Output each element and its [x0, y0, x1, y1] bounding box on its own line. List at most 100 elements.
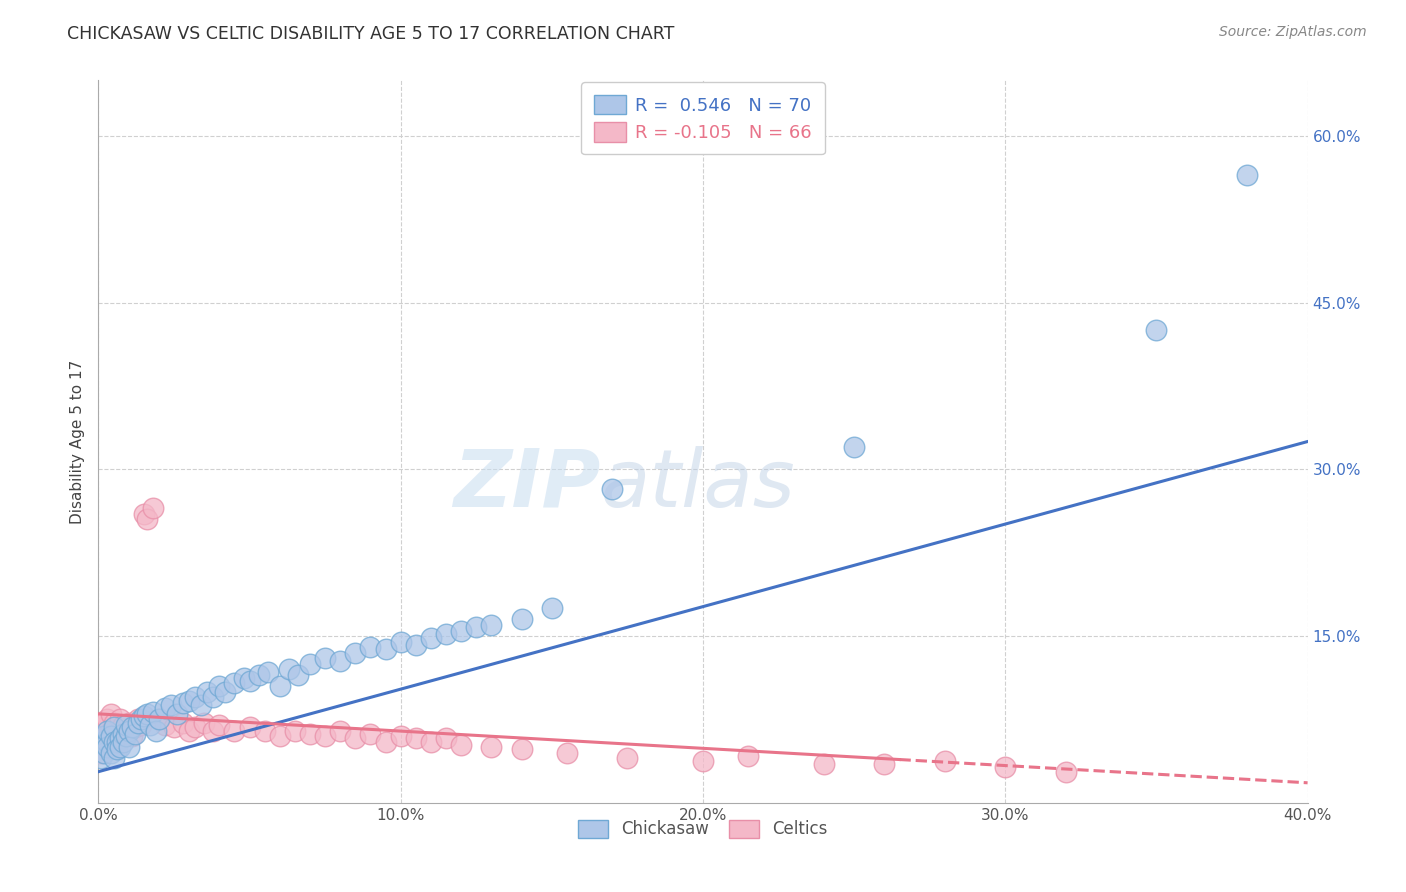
Point	[105, 738, 128, 752]
Point	[299, 727, 322, 741]
Point	[360, 640, 382, 655]
Point	[329, 723, 352, 738]
Point	[224, 723, 246, 738]
Point	[132, 507, 155, 521]
Point	[163, 720, 186, 734]
Point	[172, 715, 194, 730]
Point	[103, 720, 125, 734]
Point	[420, 734, 443, 748]
Point	[616, 751, 638, 765]
Point	[93, 729, 115, 743]
Point	[224, 675, 246, 690]
Point	[208, 679, 231, 693]
Point	[160, 698, 183, 712]
Point	[100, 734, 122, 748]
Point	[111, 734, 134, 748]
Legend: Chickasaw, Celtics: Chickasaw, Celtics	[571, 813, 835, 845]
Point	[269, 679, 291, 693]
Point	[374, 734, 396, 748]
Point	[111, 729, 134, 743]
Point	[481, 740, 503, 755]
Point	[314, 651, 336, 665]
Point	[1054, 764, 1077, 779]
Point	[247, 668, 270, 682]
Point	[148, 713, 170, 727]
Point	[873, 756, 896, 771]
Text: ZIP: ZIP	[453, 446, 600, 524]
Point	[420, 632, 443, 646]
Point	[450, 738, 472, 752]
Point	[145, 723, 167, 738]
Point	[344, 646, 367, 660]
Point	[555, 746, 578, 760]
Point	[96, 734, 118, 748]
Point	[129, 713, 152, 727]
Point	[129, 718, 152, 732]
Point	[90, 723, 112, 738]
Point	[148, 713, 170, 727]
Point	[153, 701, 176, 715]
Point	[253, 723, 276, 738]
Point	[239, 720, 262, 734]
Point	[114, 723, 136, 738]
Point	[256, 665, 278, 679]
Point	[96, 729, 118, 743]
Point	[329, 653, 352, 667]
Text: Source: ZipAtlas.com: Source: ZipAtlas.com	[1219, 25, 1367, 39]
Point	[813, 756, 835, 771]
Point	[118, 715, 141, 730]
Point	[314, 729, 336, 743]
Point	[172, 696, 194, 710]
Point	[374, 642, 396, 657]
Point	[1144, 323, 1167, 337]
Text: atlas: atlas	[600, 446, 794, 524]
Point	[692, 754, 714, 768]
Point	[299, 657, 322, 671]
Point	[114, 729, 136, 743]
Point	[96, 740, 118, 755]
Point	[540, 601, 562, 615]
Point	[208, 718, 231, 732]
Point	[105, 727, 128, 741]
Point	[90, 746, 112, 760]
Point	[93, 746, 115, 760]
Point	[139, 718, 162, 732]
Point	[103, 731, 125, 746]
Point	[108, 731, 131, 746]
Point	[111, 718, 134, 732]
Point	[602, 483, 624, 497]
Point	[465, 620, 488, 634]
Point	[239, 673, 262, 688]
Point	[287, 668, 309, 682]
Point	[214, 684, 236, 698]
Point	[105, 742, 128, 756]
Point	[105, 734, 128, 748]
Point	[202, 723, 225, 738]
Point	[1236, 168, 1258, 182]
Point	[93, 715, 115, 730]
Point	[124, 727, 146, 741]
Point	[389, 634, 412, 648]
Point	[277, 662, 299, 676]
Point	[450, 624, 472, 638]
Point	[135, 512, 157, 526]
Point	[124, 720, 146, 734]
Point	[737, 749, 759, 764]
Point	[389, 729, 412, 743]
Point	[108, 713, 131, 727]
Point	[434, 731, 457, 746]
Y-axis label: Disability Age 5 to 17: Disability Age 5 to 17	[69, 359, 84, 524]
Point	[135, 706, 157, 721]
Point	[195, 684, 218, 698]
Point	[994, 760, 1017, 774]
Point	[111, 727, 134, 741]
Point	[127, 715, 149, 730]
Point	[284, 723, 307, 738]
Point	[232, 671, 254, 685]
Point	[96, 723, 118, 738]
Point	[934, 754, 956, 768]
Point	[103, 715, 125, 730]
Point	[118, 740, 141, 755]
Point	[93, 720, 115, 734]
Point	[193, 715, 215, 730]
